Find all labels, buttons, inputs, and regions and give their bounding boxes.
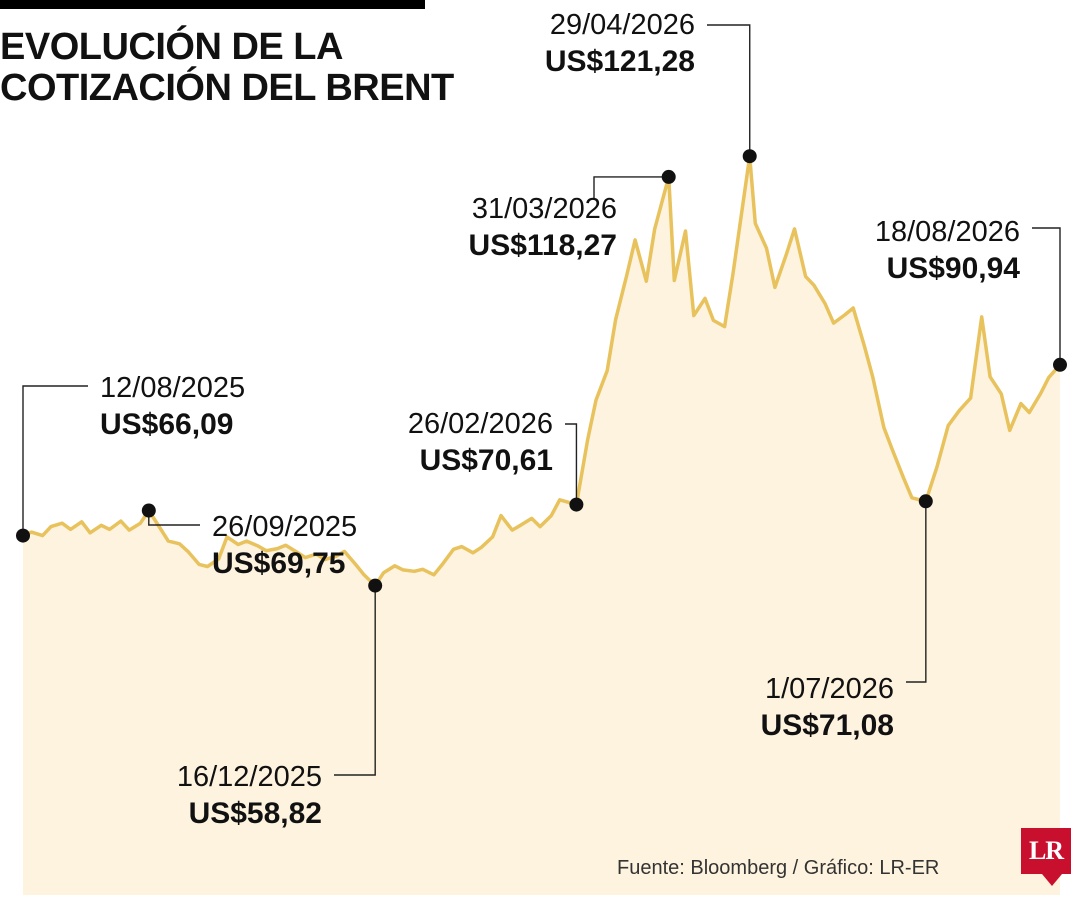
annotation-value-label: US$69,75: [212, 547, 345, 580]
annotation-leader: [565, 423, 578, 505]
annotation-leader: [22, 385, 88, 536]
annotation-date-label: 1/07/2026: [765, 673, 894, 705]
annotation-leader: [593, 176, 669, 200]
annotation-marker: [742, 149, 757, 164]
annotation-date-label: 26/02/2026: [408, 408, 553, 440]
chart-title: EVOLUCIÓN DE LA COTIZACIÓN DEL BRENT: [0, 27, 520, 109]
title-accent-bar: [0, 0, 425, 9]
chart-title-line-2: COTIZACIÓN DEL BRENT: [0, 67, 454, 109]
annotation-value-label: US$66,09: [100, 408, 233, 441]
annotation-marker: [569, 497, 584, 512]
annotation-marker: [1053, 357, 1067, 372]
annotation-marker: [368, 578, 383, 593]
annotation-leader: [1032, 227, 1061, 365]
annotation-date-label: 18/08/2026: [875, 216, 1020, 248]
annotation-date-label: 16/12/2025: [177, 761, 322, 793]
annotation-marker: [141, 503, 156, 518]
annotation-value-label: US$90,94: [887, 252, 1021, 285]
annotation-value-label: US$70,61: [420, 444, 553, 477]
annotation-date-label: 12/08/2025: [100, 372, 245, 404]
annotation-value-label: US$118,27: [469, 229, 617, 262]
annotation-leader: [707, 24, 751, 157]
annotation-marker: [661, 169, 676, 184]
annotation-value-label: US$58,82: [189, 797, 322, 830]
annotation-value-label: US$121,28: [545, 45, 695, 78]
annotation-leader: [906, 501, 927, 683]
annotation-value-label: US$71,08: [761, 709, 894, 742]
annotation-date-label: 29/04/2026: [550, 9, 695, 41]
annotation-marker: [918, 494, 933, 509]
annotation-date-label: 26/09/2025: [212, 511, 357, 543]
source-note: Fuente: Bloomberg / Gráfico: LR-ER: [617, 857, 940, 879]
lr-logo: LR: [1021, 828, 1071, 874]
annotations: 12/08/2025 US$66,09 26/09/2025 US$69,75 16/1…: [16, 9, 1067, 830]
annotation-marker: [16, 528, 30, 543]
price-line: [21, 154, 1062, 588]
annotation-leader: [334, 585, 376, 776]
chart-title-line-1: EVOLUCIÓN DE LA: [0, 26, 343, 68]
lr-logo-tip: [1042, 874, 1062, 886]
annotation-date-label: 31/03/2026: [472, 193, 617, 225]
